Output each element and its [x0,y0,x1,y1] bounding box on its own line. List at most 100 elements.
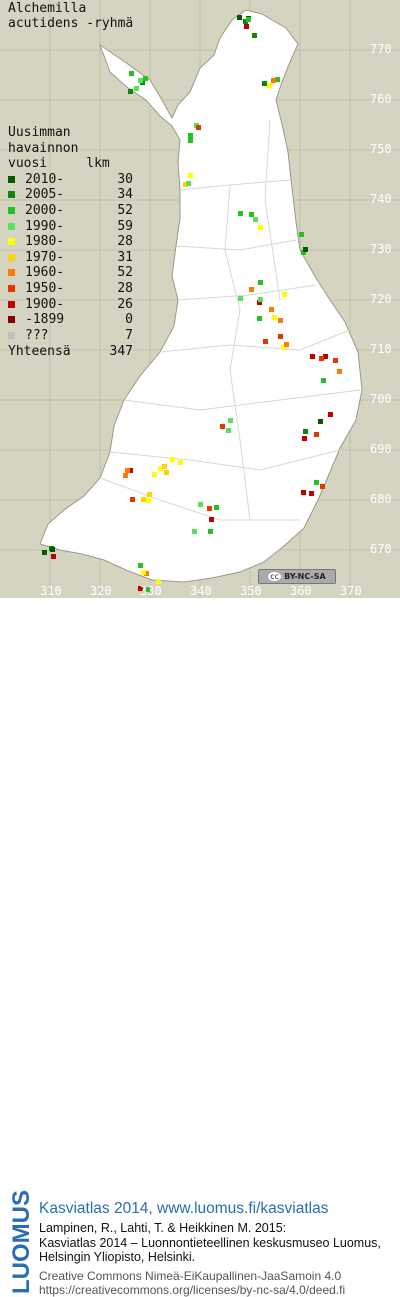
cc-icon: cc [268,572,281,581]
citation-line1: Lampinen, R., Lahti, T. & Heikkinen M. 2… [39,1221,381,1236]
legend-swatch [8,223,15,230]
legend-row: 1980-28 [8,234,133,250]
occurrence-square [284,342,289,347]
occurrence-square [257,316,262,321]
occurrence-square [314,480,319,485]
legend-swatch [8,238,15,245]
legend-swatch [8,332,15,339]
occurrence-square [188,133,193,138]
legend-swatch [8,254,15,261]
y-tick: 670 [370,542,392,556]
occurrence-square [318,419,323,424]
occurrence-square [262,81,267,86]
occurrence-square [146,498,151,503]
occurrence-square [162,464,167,469]
occurrence-square [141,497,146,502]
legend-label: 1990- [25,219,87,235]
occurrence-square [51,554,56,559]
occurrence-square [337,369,342,374]
footer: LUOMUS Kasviatlas 2014, www.luomus.fi/ka… [0,598,400,702]
occurrence-square [310,354,315,359]
occurrence-square [228,418,233,423]
occurrence-square [302,436,307,441]
occurrence-square [253,217,258,222]
occurrence-square [269,307,274,312]
legend-row: 1960-52 [8,265,133,281]
x-tick: 360 [290,584,312,598]
occurrence-square [50,547,55,552]
occurrence-square [186,181,191,186]
license-line1: Creative Commons Nimeä-EiKaupallinen-Jaa… [39,1270,345,1284]
y-tick: 770 [370,42,392,56]
legend-count-header: lkm [86,156,109,171]
license-text: Creative Commons Nimeä-EiKaupallinen-Jaa… [39,1270,345,1297]
legend-header-line3: vuosi lkm [8,156,133,172]
legend-label: -1899 [25,312,87,328]
occurrence-square [303,429,308,434]
citation-line2: Kasviatlas 2014 – Luonnontieteellinen ke… [39,1236,381,1251]
legend-label: 1960- [25,265,87,281]
occurrence-square [309,491,314,496]
occurrence-square [246,17,251,22]
y-tick: 720 [370,292,392,306]
x-tick: 350 [240,584,262,598]
occurrence-square [196,125,201,130]
citation-line3: Helsingin Yliopisto, Helsinki. [39,1250,381,1265]
occurrence-square [125,468,130,473]
legend-swatch [8,316,15,323]
legend-header-line1: Uusimman [8,125,133,141]
license-url[interactable]: https://creativecommons.org/licenses/by-… [39,1284,345,1297]
occurrence-square [258,280,263,285]
legend-header-line2: havainnon [8,141,133,157]
legend-count: 28 [87,281,133,297]
occurrence-square [130,497,135,502]
y-tick: 740 [370,192,392,206]
occurrence-square [147,492,152,497]
legend-row: 1950-28 [8,281,133,297]
legend-label: 2010- [25,172,87,188]
occurrence-square [267,83,272,88]
occurrence-square [238,211,243,216]
occurrence-square [258,297,263,302]
legend-count: 0 [87,312,133,328]
occurrence-square [192,529,197,534]
atlas-link[interactable]: Kasviatlas 2014, www.luomus.fi/kasviatla… [39,1200,328,1218]
occurrence-square [214,505,219,510]
legend-count: 7 [87,328,133,344]
legend-label: 1970- [25,250,87,266]
occurrence-square [278,334,283,339]
occurrence-square [188,138,193,143]
occurrence-square [272,315,277,320]
occurrence-square [263,339,268,344]
legend-label: 2005- [25,187,87,203]
occurrence-square [208,529,213,534]
legend-total-count: 347 [87,343,133,360]
legend-row: 2005-34 [8,187,133,203]
occurrence-square [178,460,183,465]
occurrence-square [321,378,326,383]
title-line2: acutidens -ryhmä [8,16,133,31]
occurrence-square [220,424,225,429]
occurrence-square [198,502,203,507]
legend-swatch [8,269,15,276]
legend-row: 1970-31 [8,250,133,266]
legend-row: 2000-52 [8,203,133,219]
y-tick: 730 [370,242,392,256]
legend-count: 26 [87,297,133,313]
occurrence-square [278,318,283,323]
y-tick: 760 [370,92,392,106]
x-tick: 310 [40,584,62,598]
legend-row: 1900-26 [8,297,133,313]
legend-row: 1990-59 [8,219,133,235]
occurrence-square [143,76,148,81]
legend-count: 59 [87,219,133,235]
occurrence-square [282,292,287,297]
legend-label: 1900- [25,297,87,313]
occurrence-square [123,473,128,478]
y-tick: 710 [370,342,392,356]
legend-total-row: Yhteensä 347 [8,343,133,360]
